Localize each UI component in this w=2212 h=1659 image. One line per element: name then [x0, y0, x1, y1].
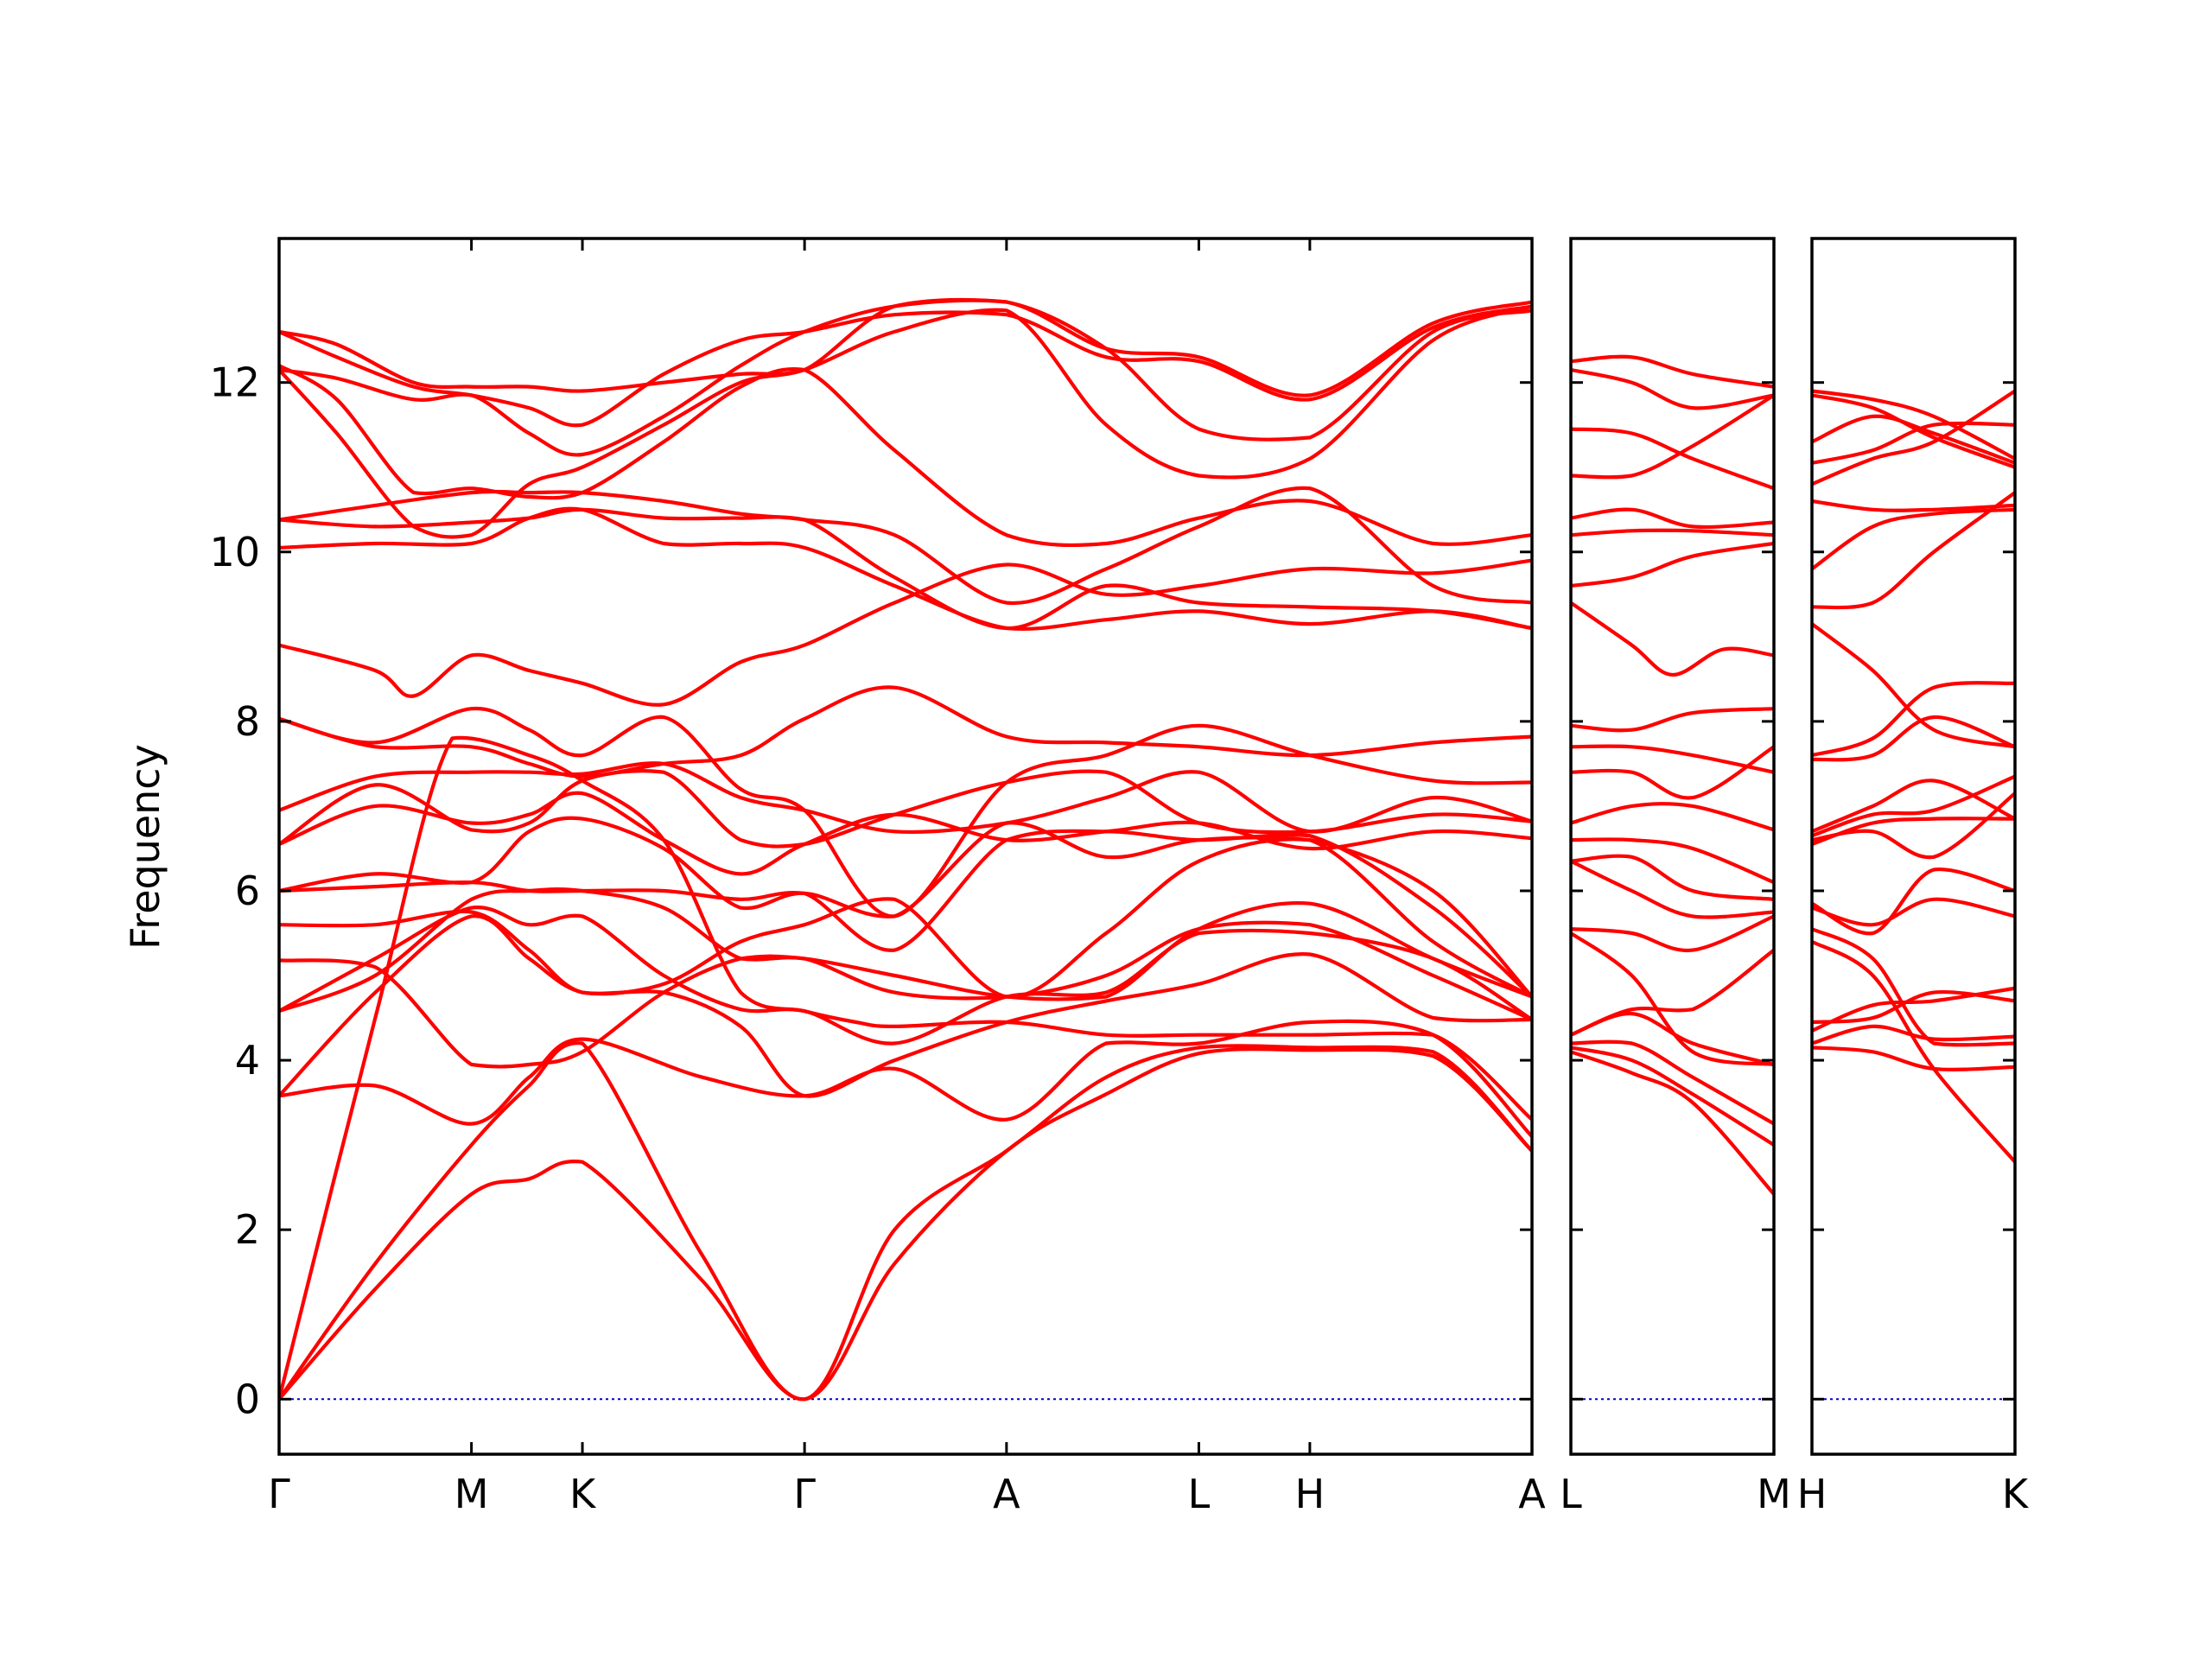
band-line-16 [279, 706, 1532, 918]
band-line-22 [279, 304, 1532, 539]
band-line-3 [279, 735, 1532, 1402]
band-line-12 [1571, 745, 1774, 800]
band-line-7 [1571, 914, 1774, 953]
band-line-1 [1812, 1046, 2015, 1071]
band-line-6 [1571, 931, 1774, 1067]
panel-frame [1810, 237, 2017, 1456]
x-tick-label: A [993, 1471, 1020, 1517]
band-line-21 [279, 364, 1532, 548]
x-tick-label: H [1295, 1471, 1325, 1517]
band-line-14 [1571, 707, 1774, 733]
band-line-21 [1571, 367, 1774, 410]
band-line-23 [1812, 389, 2015, 461]
band-line-11 [1812, 774, 2015, 838]
band-line-25 [279, 297, 1532, 397]
band-line-4 [1812, 989, 2015, 1025]
bands [279, 297, 1532, 1402]
band-line-8 [279, 900, 1532, 1069]
band-line-1 [279, 1047, 1532, 1402]
band-line-12 [1812, 779, 2015, 834]
band-line-18 [1571, 507, 1774, 529]
band-line-19 [1812, 389, 2015, 486]
x-tick-label: L [1560, 1471, 1582, 1517]
y-tick-label: 2 [235, 1206, 260, 1253]
bands [1571, 354, 1774, 1197]
band-line-5 [1571, 1011, 1774, 1067]
band-line-17 [1812, 507, 2015, 571]
band-line-9 [1571, 854, 1774, 901]
band-line-20 [1812, 421, 2015, 465]
band-line-5 [1812, 939, 2015, 1164]
band-line-10 [279, 829, 1532, 999]
band-line-13 [279, 769, 1532, 849]
band-line-18 [279, 506, 1532, 631]
band-line-20 [1571, 427, 1774, 491]
band-line-10 [1812, 791, 2015, 860]
band-line-8 [1812, 867, 2015, 936]
band-line-14 [1812, 681, 2015, 758]
x-tick-label: K [569, 1471, 597, 1517]
band-line-15 [1571, 601, 1774, 677]
x-tick-label: A [1518, 1471, 1546, 1517]
band-line-11 [279, 816, 1532, 999]
band-line-13 [1812, 715, 2015, 762]
band-line-15 [1812, 622, 2015, 749]
band-line-1 [1571, 1050, 1774, 1197]
x-tick-label: L [1188, 1471, 1211, 1517]
band-line-13 [1571, 744, 1774, 774]
x-tick-label: Γ [268, 1471, 290, 1517]
x-tick-label: M [454, 1471, 489, 1517]
band-line-22 [1812, 393, 2015, 469]
band-line-7 [1812, 897, 2015, 927]
panel-frame [277, 237, 1534, 1456]
y-tick-label: 10 [209, 529, 260, 575]
y-tick-label: 12 [209, 359, 260, 406]
band-line-7 [279, 887, 1532, 1022]
band-line-6 [1812, 927, 2015, 1047]
x-tick-label: H [1797, 1471, 1827, 1517]
band-line-18 [1812, 499, 2015, 512]
band-line-24 [279, 304, 1532, 428]
panel-1: 0 2 4 6 8 10 12 Γ M K Γ A L H A [209, 237, 1546, 1517]
x-tick-label: M [1757, 1471, 1791, 1517]
x-tick-label: K [2002, 1471, 2030, 1517]
band-line-2 [279, 1041, 1532, 1402]
band-line-4 [279, 1019, 1532, 1139]
y-axis-title: Frequency [122, 744, 168, 950]
x-tick-label: Γ [793, 1471, 816, 1517]
band-line-6 [279, 906, 1532, 1046]
band-line-16 [1571, 541, 1774, 588]
band-line-3 [1571, 1039, 1774, 1126]
y-tick-label: 8 [235, 698, 260, 745]
band-line-17 [1571, 528, 1774, 537]
y-tick-label: 0 [235, 1376, 260, 1422]
band-line-10 [1571, 837, 1774, 885]
panel-frame [1569, 237, 1776, 1456]
bands [1812, 389, 2015, 1164]
y-tick-label: 6 [235, 868, 260, 914]
band-line-12 [279, 791, 1532, 876]
band-line-17 [279, 558, 1532, 707]
band-line-8 [1571, 859, 1774, 919]
band-line-2 [1571, 1046, 1774, 1147]
y-tick-label: 4 [235, 1037, 260, 1084]
band-line-5 [279, 914, 1532, 1098]
band-line-2 [1812, 1024, 2015, 1046]
band-line-19 [1571, 393, 1774, 480]
band-line-11 [1571, 802, 1774, 832]
band-line-15 [279, 685, 1532, 779]
band-line-14 [279, 761, 1532, 835]
band-line-22 [1571, 354, 1774, 389]
band-line-16 [1812, 491, 2015, 610]
